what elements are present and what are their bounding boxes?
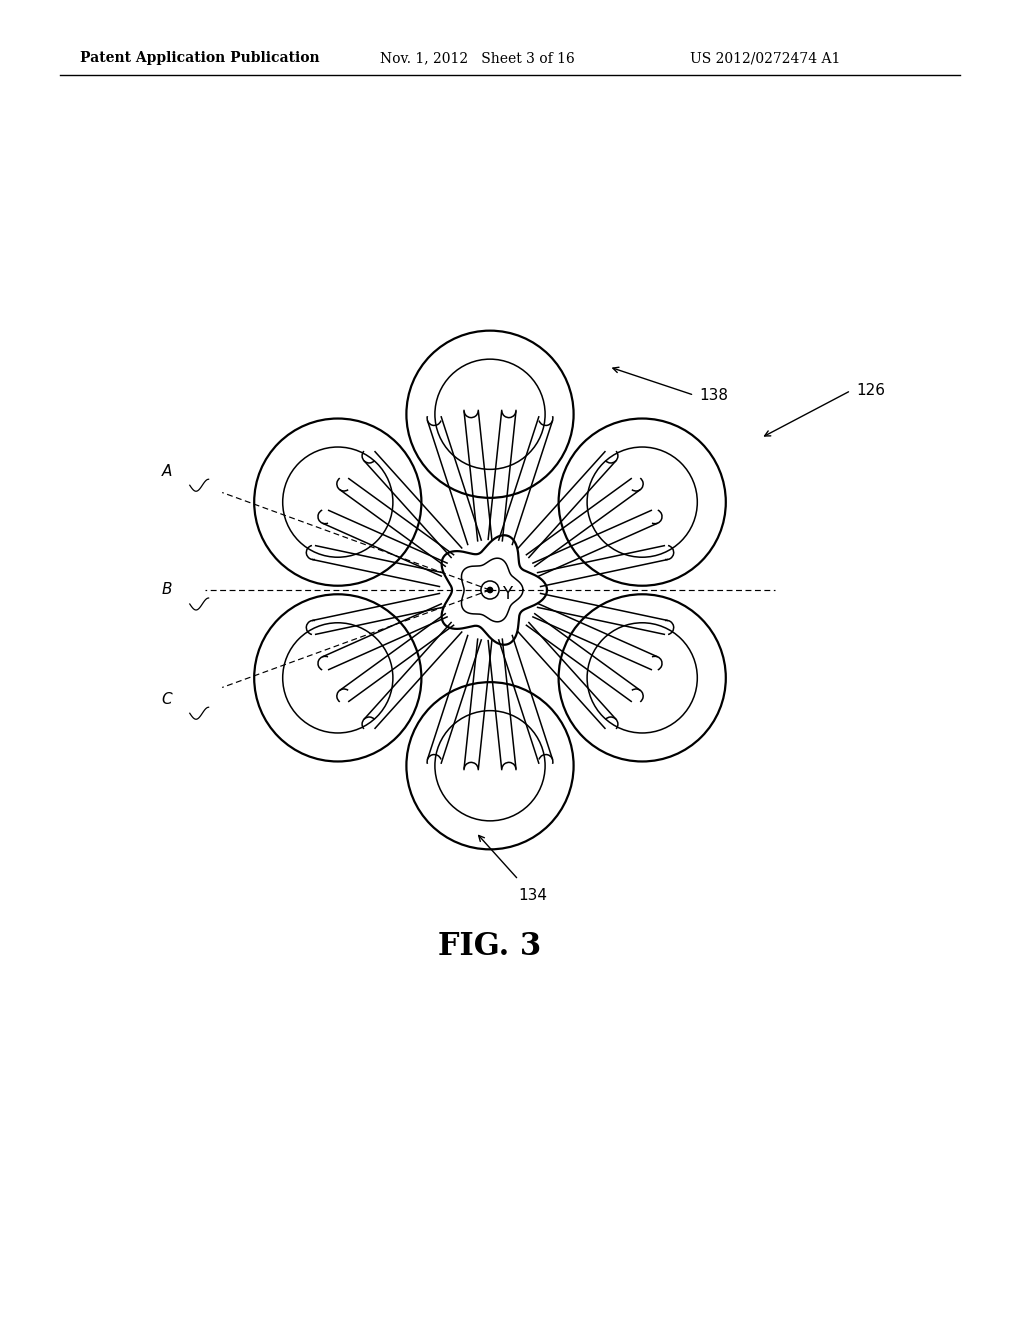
Text: FIG. 3: FIG. 3 <box>438 931 542 962</box>
Text: US 2012/0272474 A1: US 2012/0272474 A1 <box>690 51 841 65</box>
Text: A: A <box>162 463 172 479</box>
Circle shape <box>487 587 493 593</box>
Text: B: B <box>161 582 172 598</box>
Text: C: C <box>161 692 172 706</box>
Text: 126: 126 <box>856 383 885 399</box>
Text: 134: 134 <box>518 888 548 903</box>
Text: Y: Y <box>503 585 512 603</box>
Text: 138: 138 <box>699 388 728 403</box>
Text: Nov. 1, 2012   Sheet 3 of 16: Nov. 1, 2012 Sheet 3 of 16 <box>380 51 574 65</box>
Text: Patent Application Publication: Patent Application Publication <box>80 51 319 65</box>
